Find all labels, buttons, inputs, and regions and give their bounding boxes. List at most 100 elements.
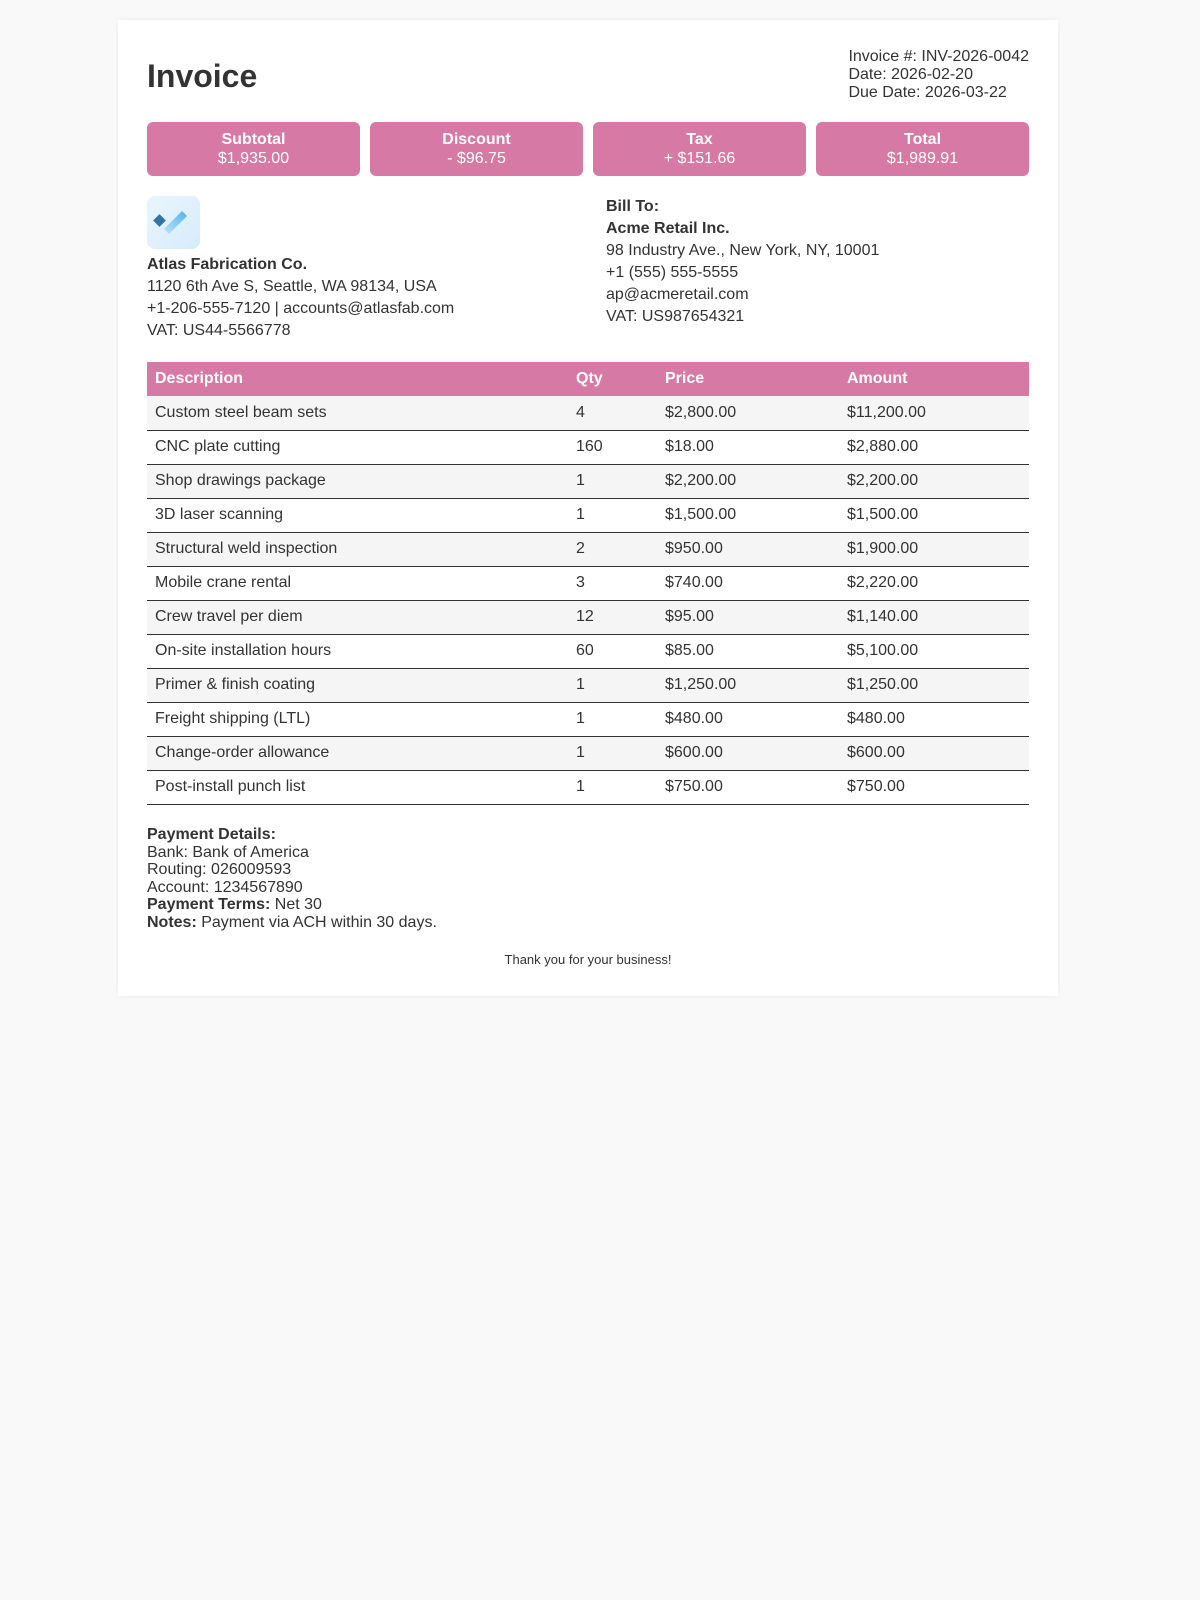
cell-amount: $1,140.00 xyxy=(839,600,1029,635)
invoice-page: Invoice Invoice #: INV-2026-0042 Date: 2… xyxy=(118,20,1058,996)
column-header: Amount xyxy=(839,362,1029,396)
cell-amount: $2,220.00 xyxy=(839,566,1029,601)
invoice-number: Invoice #: INV-2026-0042 xyxy=(848,48,1029,65)
cell-amount: $600.00 xyxy=(839,736,1029,771)
summary-value: - $96.75 xyxy=(447,150,506,167)
cell-amount: $750.00 xyxy=(839,770,1029,805)
cell-amount: $1,250.00 xyxy=(839,668,1029,703)
cell-description: Change-order allowance xyxy=(147,736,568,771)
cell-price: $600.00 xyxy=(657,736,839,771)
customer-vat: VAT: US987654321 xyxy=(606,308,745,325)
bill-to-label: Bill To: xyxy=(606,198,660,215)
cell-amount: $1,500.00 xyxy=(839,498,1029,533)
table-row: Structural weld inspection 2 $950.00 $1,900… xyxy=(147,532,1029,567)
seller-contact: +1-206-555-7120 | accounts@atlasfab.com xyxy=(147,300,455,317)
cell-qty: 160 xyxy=(568,430,657,465)
seller-vat: VAT: US44-5566778 xyxy=(147,322,291,339)
summary-tax: Tax + $151.66 xyxy=(593,122,806,176)
notes-label: Notes: xyxy=(147,913,197,931)
cell-amount: $2,880.00 xyxy=(839,430,1029,465)
cell-price: $85.00 xyxy=(657,634,839,669)
table-row: Shop drawings package 1 $2,200.00 $2,200.00 xyxy=(147,464,1029,499)
cell-amount: $2,200.00 xyxy=(839,464,1029,499)
summary-total: Total $1,989.91 xyxy=(816,122,1029,176)
cell-description: Mobile crane rental xyxy=(147,566,568,601)
summary-label: Discount xyxy=(442,131,511,148)
summary-value: $1,935.00 xyxy=(217,150,290,167)
invoice-meta: Invoice #: INV-2026-0042 Date: 2026-02-2… xyxy=(848,48,1029,102)
summary-label: Tax xyxy=(686,131,713,148)
cell-description: Post-install punch list xyxy=(147,770,568,805)
cell-amount: $1,900.00 xyxy=(839,532,1029,567)
table-row: Mobile crane rental 3 $740.00 $2,220.00 xyxy=(147,566,1029,601)
cell-description: Primer & finish coating xyxy=(147,668,568,703)
customer-name: Acme Retail Inc. xyxy=(606,220,730,237)
cell-qty: 1 xyxy=(568,464,657,499)
cell-amount: $11,200.00 xyxy=(839,396,1029,431)
due-date: Due Date: 2026-03-22 xyxy=(848,84,1007,101)
seller-address: 1120 6th Ave S, Seattle, WA 98134, USA xyxy=(147,278,437,295)
cell-price: $480.00 xyxy=(657,702,839,737)
table-row: Freight shipping (LTL) 1 $480.00 $480.00 xyxy=(147,702,1029,737)
line-items-table: Description Qty Price Amount Custom stee… xyxy=(147,362,1029,805)
cell-price: $2,800.00 xyxy=(657,396,839,431)
summary-value: + $151.66 xyxy=(663,150,736,167)
customer-email: ap@acmeretail.com xyxy=(606,286,749,303)
cell-description: Custom steel beam sets xyxy=(147,396,568,431)
table-row: Custom steel beam sets 4 $2,800.00 $11,200.… xyxy=(147,396,1029,431)
bank: Bank: Bank of America xyxy=(147,843,309,861)
table-row: Change-order allowance 1 $600.00 $600.00 xyxy=(147,736,1029,771)
table-row: 3D laser scanning 1 $1,500.00 $1,500.00 xyxy=(147,498,1029,533)
page-title: Invoice xyxy=(147,58,258,94)
cell-price: $1,500.00 xyxy=(657,498,839,533)
cell-description: On-site installation hours xyxy=(147,634,568,669)
cell-amount: $5,100.00 xyxy=(839,634,1029,669)
column-header: Qty xyxy=(568,362,657,396)
table-row: Crew travel per diem 12 $95.00 $1,140.00 xyxy=(147,600,1029,635)
bill-to: Bill To: Acme Retail Inc. 98 Industry Av… xyxy=(606,196,879,328)
summary-value: $1,989.91 xyxy=(886,150,959,167)
table-header: Description Qty Price Amount xyxy=(147,362,1029,396)
table-row: Primer & finish coating 1 $1,250.00 $1,250.… xyxy=(147,668,1029,703)
payment-details: Payment Details: Bank: Bank of America R… xyxy=(147,826,437,932)
cell-price: $950.00 xyxy=(657,532,839,567)
summary-discount: Discount - $96.75 xyxy=(370,122,583,176)
column-header: Price xyxy=(657,362,839,396)
cell-qty: 2 xyxy=(568,532,657,567)
summary-label: Subtotal xyxy=(221,131,286,148)
column-header: Description xyxy=(147,362,568,396)
account: Account: 1234567890 xyxy=(147,878,303,896)
routing: Routing: 026009593 xyxy=(147,861,292,879)
cell-qty: 1 xyxy=(568,702,657,737)
cell-price: $750.00 xyxy=(657,770,839,805)
payment-heading: Payment Details: xyxy=(147,826,276,843)
summary-subtotal: Subtotal $1,935.00 xyxy=(147,122,360,176)
invoice-date: Date: 2026-02-20 xyxy=(848,66,973,83)
summary-cards: Subtotal $1,935.00 Discount - $96.75 Tax + … xyxy=(147,122,1029,176)
payment-terms: Payment Terms: Net 30 xyxy=(147,896,437,914)
cell-price: $1,250.00 xyxy=(657,668,839,703)
cell-qty: 1 xyxy=(568,736,657,771)
terms-value: Net 30 xyxy=(270,896,322,914)
customer-phone: +1 (555) 555-5555 xyxy=(606,264,739,281)
table-row: Post-install punch list 1 $750.00 $750.00 xyxy=(147,770,1029,805)
table-row: CNC plate cutting 160 $18.00 $2,880.00 xyxy=(147,430,1029,465)
terms-label: Payment Terms: xyxy=(147,896,271,914)
table-row: On-site installation hours 60 $85.00 $5,100… xyxy=(147,634,1029,669)
customer-address: 98 Industry Ave., New York, NY, 10001 xyxy=(606,242,880,259)
cell-qty: 3 xyxy=(568,566,657,601)
cell-price: $2,200.00 xyxy=(657,464,839,499)
cell-qty: 1 xyxy=(568,498,657,533)
cell-price: $95.00 xyxy=(657,600,839,635)
notes: Notes: Payment via ACH within 30 days. xyxy=(147,914,437,932)
thank-you-note: Thank you for your business! xyxy=(504,952,672,967)
cell-description: Structural weld inspection xyxy=(147,532,568,567)
cell-amount: $480.00 xyxy=(839,702,1029,737)
cell-price: $740.00 xyxy=(657,566,839,601)
seller-name: Atlas Fabrication Co. xyxy=(147,256,308,273)
cell-description: Freight shipping (LTL) xyxy=(147,702,568,737)
cell-qty: 1 xyxy=(568,668,657,703)
cell-description: Shop drawings package xyxy=(147,464,568,499)
cell-price: $18.00 xyxy=(657,430,839,465)
cell-qty: 4 xyxy=(568,396,657,431)
